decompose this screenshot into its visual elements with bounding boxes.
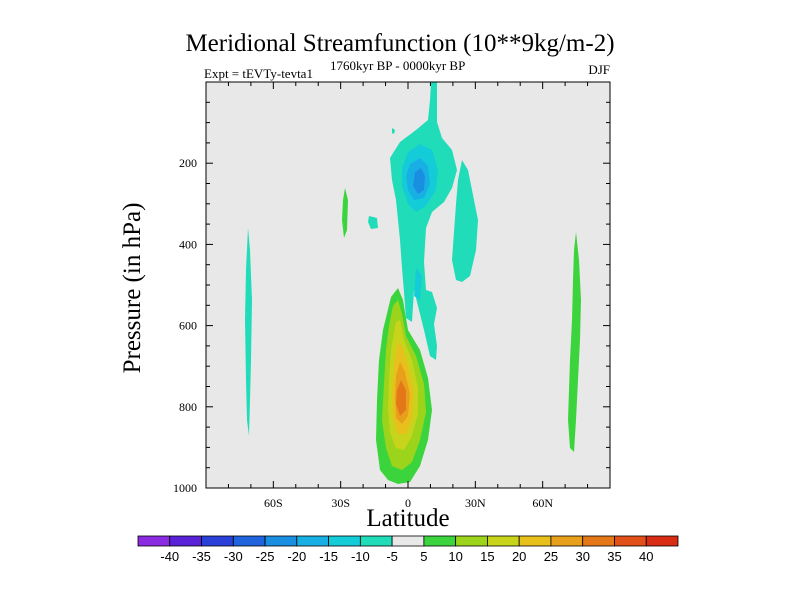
contour-neg-20 <box>413 168 425 194</box>
y-tick-label: 400 <box>179 237 197 251</box>
colorbar-label: -30 <box>224 549 243 564</box>
time-range-label: 1760kyr BP - 0000kyr BP <box>330 58 466 73</box>
colorbar-swatch <box>201 535 234 547</box>
contour-neg-5-right-patch <box>452 160 478 282</box>
colorbar-label: -10 <box>351 549 370 564</box>
contour-pos-30 <box>396 380 406 416</box>
x-tick-label: 60S <box>264 496 283 510</box>
contour-fills <box>245 82 581 484</box>
colorbar-swatch <box>328 535 361 547</box>
x-axis-label: Latitude <box>366 505 450 532</box>
colorbar-label: -5 <box>386 549 398 564</box>
colorbar-swatch <box>455 535 488 547</box>
colorbar-swatch <box>391 535 425 547</box>
contour-pos-5-70N <box>568 232 581 452</box>
colorbar-swatch <box>645 535 679 547</box>
colorbar-label: 40 <box>639 549 653 564</box>
colorbar-label: 20 <box>512 549 526 564</box>
y-tick-label: 600 <box>179 319 197 333</box>
season-label: DJF <box>588 62 610 77</box>
contour-neg-5-35S <box>368 216 378 229</box>
colorbar-label: 10 <box>448 549 462 564</box>
colorbar-label: 35 <box>607 549 621 564</box>
x-tick-label: 0 <box>405 496 411 510</box>
colorbar-label: -20 <box>287 549 306 564</box>
contour-neg-5-10S <box>392 128 395 134</box>
colorbar-label: 30 <box>575 549 589 564</box>
colorbar-swatch <box>264 535 298 547</box>
colorbar: -40 -35 -30 -25 -20 -15 -10 -5 5 10 15 20 25 30 35 40 <box>137 535 679 564</box>
x-tick-label: 60N <box>532 496 553 510</box>
contour-neg-5-70S <box>245 228 252 436</box>
axes: 60S 30S 0 30N 60N 200 400 600 800 1000 <box>173 81 611 510</box>
colorbar-swatch <box>359 535 393 547</box>
colorbar-label: -25 <box>256 549 275 564</box>
colorbar-swatch <box>232 535 266 547</box>
x-tick-label: 30N <box>465 496 486 510</box>
colorbar-swatch <box>614 535 647 547</box>
y-tick-label: 1000 <box>173 481 197 495</box>
y-tick-label: 800 <box>179 400 197 414</box>
colorbar-swatch <box>550 535 584 547</box>
x-tick-label: 30S <box>331 496 350 510</box>
colorbar-swatch <box>137 535 171 547</box>
y-tick-label: 200 <box>179 156 197 170</box>
colorbar-swatch <box>582 535 615 547</box>
colorbar-label: 5 <box>420 549 427 564</box>
chart-title: Meridional Streamfunction (10**9kg/m-2) <box>185 30 615 57</box>
colorbar-swatch <box>487 535 520 547</box>
contour-neg-5-main <box>390 82 457 360</box>
colorbar-label: -35 <box>192 549 211 564</box>
colorbar-label: 15 <box>480 549 494 564</box>
colorbar-swatch <box>296 535 329 547</box>
colorbar-label: 25 <box>544 549 558 564</box>
colorbar-label: -15 <box>319 549 338 564</box>
colorbar-swatch <box>169 535 202 547</box>
colorbar-swatch <box>423 535 457 547</box>
contour-pos-5-50S <box>342 188 348 238</box>
colorbar-label: -40 <box>160 549 179 564</box>
colorbar-swatch <box>518 535 552 547</box>
experiment-label: Expt = tEVTy-tevta1 <box>204 66 313 81</box>
contour-neg-5-lower-tongue <box>414 268 422 300</box>
